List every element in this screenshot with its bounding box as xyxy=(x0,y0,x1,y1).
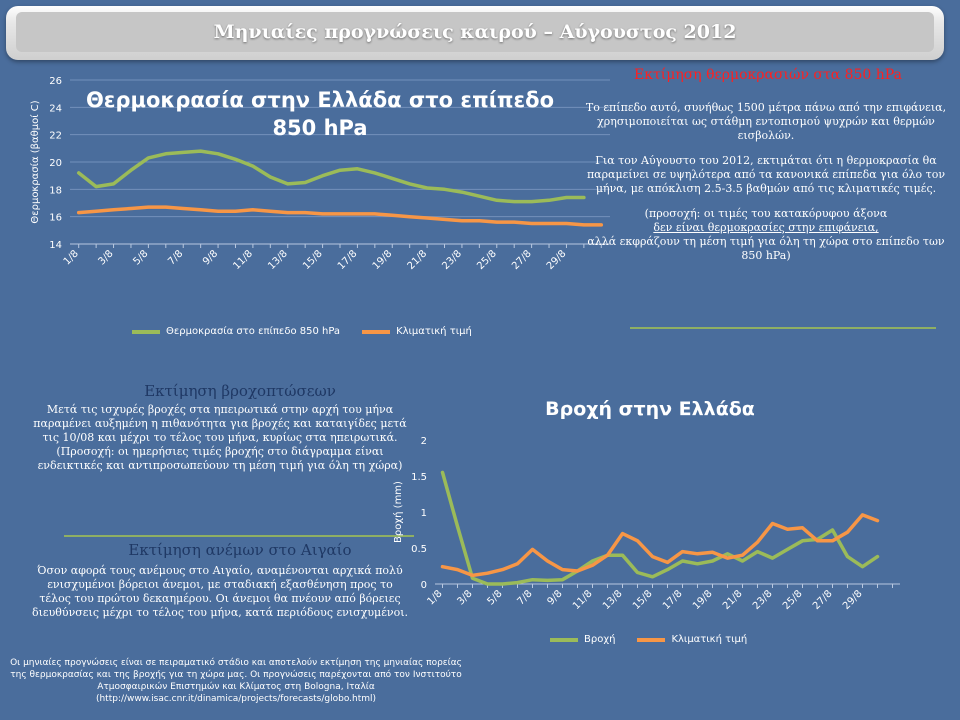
x-tick-label: 1/8 xyxy=(62,248,81,267)
x-tick-label: 29/8 xyxy=(841,588,865,612)
temperature-chart-title: Θερμοκρασία στην Ελλάδα στο επίπεδο 850 … xyxy=(80,86,560,142)
x-tick-label: 3/8 xyxy=(97,248,116,267)
y-tick-label: 14 xyxy=(49,240,62,251)
temperature-panel-para3b: αλλά εκφράζουν τη μέση τιμή για όλη τη χ… xyxy=(587,235,945,262)
x-tick-label: 5/8 xyxy=(131,248,150,267)
y-tick-label: 0.5 xyxy=(411,544,427,555)
x-tick-label: 9/8 xyxy=(545,588,564,607)
temperature-panel-para3a: (προσοχή: οι τιμές του κατακόρυφου άξονα xyxy=(644,207,888,220)
legend-swatch-temperature xyxy=(132,329,160,334)
series-line-2 xyxy=(76,205,604,227)
x-tick-label: 15/8 xyxy=(301,248,325,272)
x-tick-label: 5/8 xyxy=(485,588,504,607)
legend-label-climate: Κλιματική τιμή xyxy=(396,326,472,337)
x-tick-label: 1/8 xyxy=(425,588,444,607)
legend-label-rain: Βροχή xyxy=(584,634,616,645)
y-tick-label: 1 xyxy=(421,508,427,519)
x-tick-label: 27/8 xyxy=(811,588,835,612)
x-tick-label: 25/8 xyxy=(781,588,805,612)
legend-label-temperature: Θερμοκρασία στο επίπεδο 850 hPa xyxy=(166,326,341,337)
rain-panel-text: Μετά τις ισχυρές βροχές στα ηπειρωτικά σ… xyxy=(30,403,410,473)
x-tick-label: 7/8 xyxy=(515,588,534,607)
legend-swatch-rain-climate xyxy=(637,637,666,642)
temperature-panel-title: Εκτίμηση θερμοκρασιών στα 850 hPa xyxy=(634,67,902,83)
x-tick-label: 17/8 xyxy=(336,248,360,272)
legend-label-rain-climate: Κλιματική τιμή xyxy=(671,634,748,645)
series-line-2 xyxy=(440,513,880,578)
rain-legend: Βροχή Κλιματική τιμή xyxy=(550,634,747,645)
temperature-chart-title-line1: Θερμοκρασία στην Ελλάδα στο επίπεδο xyxy=(85,88,555,112)
title-inner: Μηνιαίες προγνώσεις καιρού – Αύγουστος 2… xyxy=(16,12,934,52)
temperature-panel-text: Το επίπεδο αυτό, συνήθως 1500 μέτρα πάνω… xyxy=(578,101,954,263)
x-tick-label: 25/8 xyxy=(475,248,499,272)
x-tick-label: 27/8 xyxy=(510,248,534,272)
x-tick-label: 7/8 xyxy=(166,248,185,267)
page-title: Μηνιαίες προγνώσεις καιρού – Αύγουστος 2… xyxy=(213,21,737,43)
x-tick-label: 3/8 xyxy=(455,588,474,607)
temperature-legend: Θερμοκρασία στο επίπεδο 850 hPa Κλιματικ… xyxy=(132,326,472,337)
y-tick-label: 24 xyxy=(49,103,62,114)
y-tick-label: 26 xyxy=(49,76,62,87)
legend-swatch-rain xyxy=(550,637,578,642)
temperature-chart: 14 16 18 20 22 24 26 1/8 3/8 5/8 7/8 9/8 11/8 13/8 15/… xyxy=(29,76,610,272)
rain-panel-text2: (Προσοχή: οι ημερήσιες τιμές βροχής στο … xyxy=(37,445,403,472)
y-tick-label: 18 xyxy=(49,185,62,196)
x-tick-label: 13/8 xyxy=(601,588,625,612)
rain-chart-title: Βροχή στην Ελλάδα xyxy=(545,398,755,420)
temperature-panel-para1: Το επίπεδο αυτό, συνήθως 1500 μέτρα πάνω… xyxy=(585,101,947,142)
temperature-panel-para3u: δεν είναι θερμοκρασίες στην επιφάνεια, xyxy=(653,221,879,234)
wind-panel-title: Εκτίμηση ανέμων στο Αιγαίο xyxy=(128,541,352,559)
x-tick-label: 21/8 xyxy=(721,588,745,612)
temperature-panel-para2: Για τον Αύγουστο του 2012, εκτιμάται ότι… xyxy=(586,154,946,195)
x-tick-label: 11/8 xyxy=(571,588,595,612)
x-tick-label: 13/8 xyxy=(266,248,290,272)
y-tick-label: 20 xyxy=(49,158,62,169)
x-tick-label: 29/8 xyxy=(545,248,569,272)
x-tick-label: 23/8 xyxy=(751,588,775,612)
x-tick-label: 23/8 xyxy=(440,248,464,272)
y-tick-label: 2 xyxy=(421,436,427,447)
y-tick-label: 16 xyxy=(49,213,62,224)
rain-panel-title: Εκτίμηση βροχοπτώσεων xyxy=(144,382,336,400)
y-axis-label: Θερμοκρασία (βαθμοί C) xyxy=(29,100,41,223)
temperature-chart-title-line2: 850 hPa xyxy=(272,116,368,140)
footnote: Οι μηνιαίες προγνώσεις είναι σε πειραματ… xyxy=(10,658,462,704)
y-tick-label: 0 xyxy=(421,580,427,591)
series-line-1 xyxy=(440,470,880,586)
wind-panel-text: Όσον αφορά τους ανέμους στο Αιγαίο, αναμ… xyxy=(31,564,409,619)
x-tick-label: 21/8 xyxy=(406,248,430,272)
rain-panel-text1: Μετά τις ισχυρές βροχές στα ηπειρωτικά σ… xyxy=(33,403,407,444)
y-axis-label: Βροχή (mm) xyxy=(392,481,404,543)
divider-left xyxy=(64,535,414,537)
y-tick-label: 1.5 xyxy=(411,472,427,483)
legend-swatch-climate xyxy=(362,329,391,334)
x-tick-label: 19/8 xyxy=(371,248,395,272)
divider-right xyxy=(630,327,936,329)
title-bar: Μηνιαίες προγνώσεις καιρού – Αύγουστος 2… xyxy=(6,6,944,60)
y-tick-label: 22 xyxy=(49,131,62,142)
x-tick-label: 11/8 xyxy=(231,248,255,272)
x-tick-label: 19/8 xyxy=(691,588,715,612)
x-tick-label: 17/8 xyxy=(661,588,685,612)
x-tick-label: 9/8 xyxy=(201,248,220,267)
x-tick-label: 15/8 xyxy=(631,588,655,612)
rain-chart: 00.511.521/8 3/8 5/8 7/8 9/8 11/8 13/8 15/8 17/8… xyxy=(392,436,900,612)
series-line-1 xyxy=(76,149,586,204)
